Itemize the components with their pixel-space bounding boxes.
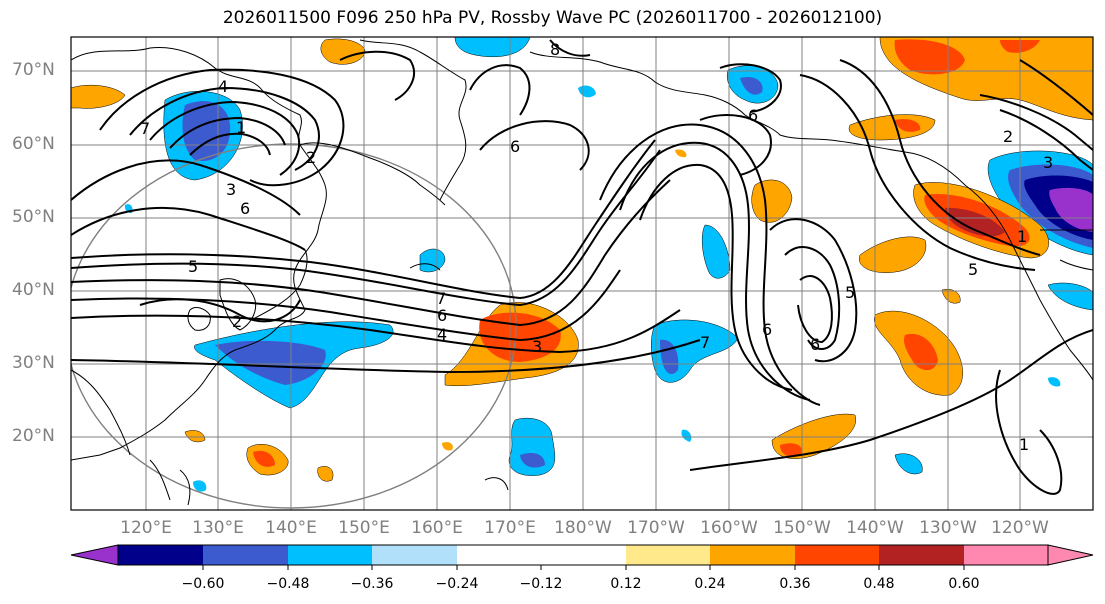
contour-label: 1 <box>1019 435 1029 454</box>
colorbar-extend-low <box>70 544 119 566</box>
lat-label: 60°N <box>12 134 55 154</box>
lon-label: 160°W <box>700 518 758 538</box>
contour-label: 6 <box>437 306 447 325</box>
colorbar-segment <box>795 545 879 565</box>
map-title: 2026011500 F096 250 hPa PV, Rossby Wave … <box>222 8 883 28</box>
colorbar-segment <box>118 545 203 565</box>
colorbar-tick-label: −0.60 <box>181 576 225 592</box>
colorbar-segment <box>541 545 626 565</box>
contour-label: 3 <box>532 337 542 356</box>
contour-label: 1 <box>236 118 246 137</box>
colorbar-segment <box>879 545 964 565</box>
lon-label: 170°E <box>484 518 536 538</box>
contour-label: 6 <box>240 199 250 218</box>
contour-labels: 4 1 2 3 6 7 5 6 7 6 4 3 2 8 6 6 7 5 6 3 … <box>140 40 1053 454</box>
coastlines <box>71 39 1093 506</box>
lon-label: 130°E <box>192 518 244 538</box>
range-circle <box>71 143 517 509</box>
contour-label: 5 <box>845 283 855 302</box>
colorbar-tick-label: 0.24 <box>694 576 726 592</box>
colorbar-segment <box>457 545 541 565</box>
contour-lines <box>71 39 1093 495</box>
lon-label: 180°W <box>554 518 612 538</box>
colorbar-tick-label: −0.24 <box>435 576 479 592</box>
colorbar-tick-label: 0.12 <box>610 576 642 592</box>
lon-label: 150°W <box>773 518 831 538</box>
lat-label: 40°N <box>12 280 55 300</box>
colorbar-segment <box>626 545 710 565</box>
contour-label: 1 <box>1017 227 1027 246</box>
colorbar-extend-high <box>1047 544 1094 566</box>
graticule <box>71 37 1093 510</box>
contour-label: 6 <box>748 106 758 125</box>
colorbar-segment <box>964 545 1048 565</box>
lon-label: 130°W <box>919 518 977 538</box>
lon-label: 150°E <box>338 518 390 538</box>
lon-label: 170°W <box>627 518 685 538</box>
colorbar-segment <box>710 545 795 565</box>
colorbar-tick-label: −0.48 <box>266 576 310 592</box>
contour-label: 2 <box>232 312 242 331</box>
contour-label: 6 <box>810 335 820 354</box>
colorbar-segment <box>288 545 372 565</box>
contour-label: 8 <box>550 40 560 59</box>
contour-label: 6 <box>510 137 520 156</box>
contour-label: 4 <box>437 325 447 344</box>
lat-label: 50°N <box>12 207 55 227</box>
lat-label: 30°N <box>12 353 55 373</box>
contour-label: 3 <box>226 180 236 199</box>
lon-label: 120°E <box>120 518 172 538</box>
colorbar-tick-label: 0.60 <box>948 576 980 592</box>
lat-label: 70°N <box>12 60 55 80</box>
map-frame <box>70 36 1094 511</box>
lon-label: 120°W <box>991 518 1049 538</box>
contour-label: 3 <box>1043 153 1053 172</box>
lat-label: 20°N <box>12 426 55 446</box>
contour-label: 2 <box>306 148 316 167</box>
contour-label: 5 <box>188 257 198 276</box>
positive-anomaly-shading <box>71 37 1093 482</box>
contour-label: 4 <box>218 77 228 96</box>
colorbar-segment <box>372 545 457 565</box>
colorbar-tick-label: 0.48 <box>863 576 895 592</box>
lon-label: 140°E <box>265 518 317 538</box>
contour-label: 2 <box>1003 127 1013 146</box>
contour-label: 7 <box>140 119 150 138</box>
colorbar <box>70 544 1094 570</box>
contour-label: 7 <box>700 333 710 352</box>
contour-label: 7 <box>436 289 446 308</box>
colorbar-segment <box>203 545 288 565</box>
contour-label: 5 <box>968 260 978 279</box>
lon-label: 140°W <box>846 518 904 538</box>
colorbar-tick-label: −0.12 <box>519 576 563 592</box>
colorbar-tick-label: 0.36 <box>779 576 811 592</box>
contour-label: 6 <box>762 320 772 339</box>
colorbar-tick-label: −0.36 <box>350 576 394 592</box>
lon-label: 160°E <box>411 518 463 538</box>
